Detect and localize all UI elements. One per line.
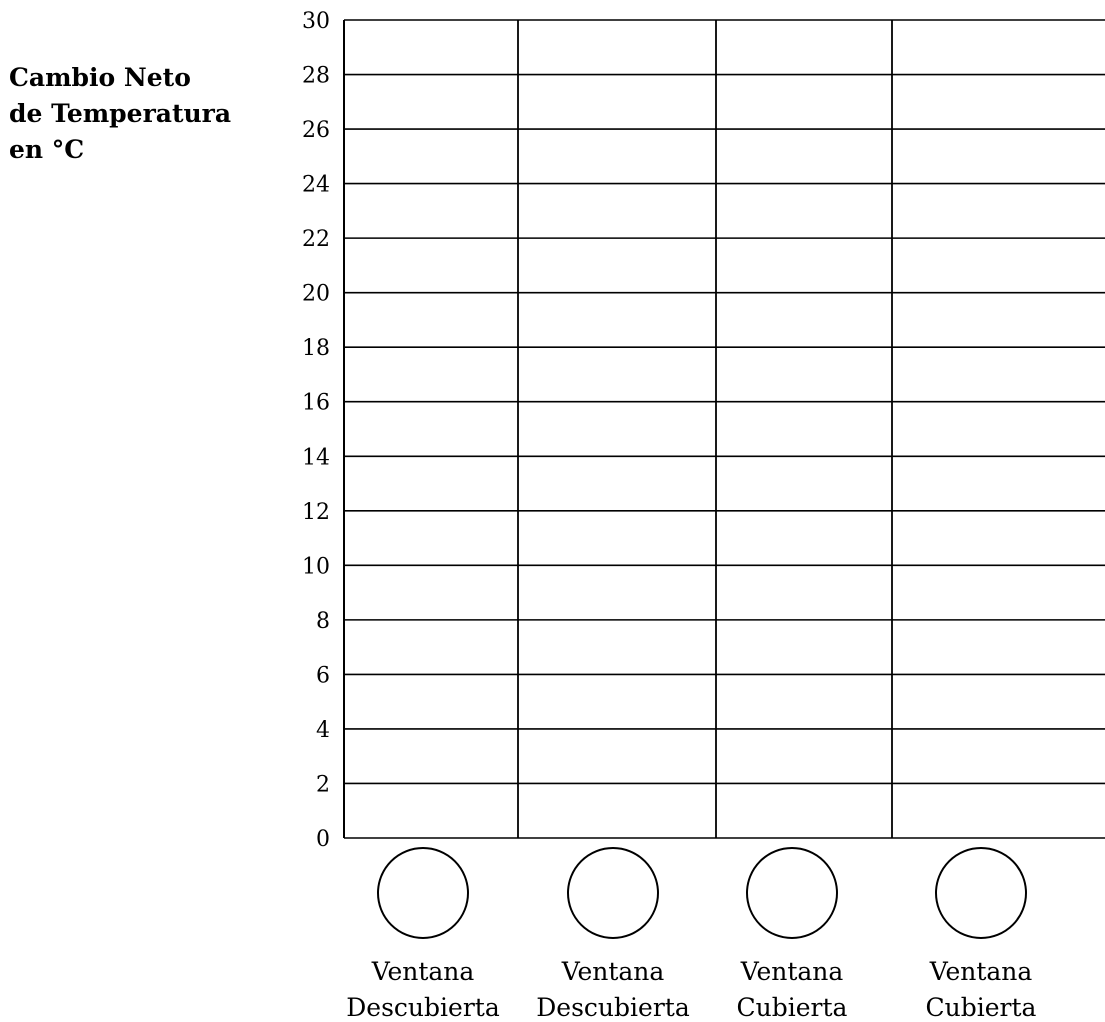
y-tick-label: 2 <box>316 772 330 797</box>
category-circle <box>746 847 838 939</box>
category-label: Ventana <box>371 957 475 986</box>
category-circle <box>567 847 659 939</box>
category-label: Ventana <box>740 957 844 986</box>
category-label: Cubierta <box>737 993 848 1022</box>
y-tick-label: 20 <box>302 282 330 307</box>
category-circle <box>935 847 1027 939</box>
category-label: Cubierta <box>926 993 1037 1022</box>
y-tick-label: 10 <box>302 554 330 579</box>
y-axis-title-line: Cambio Neto <box>9 63 191 92</box>
category-label: Descubierta <box>346 993 500 1022</box>
y-axis-title-line: en °C <box>9 135 85 164</box>
y-tick-label: 18 <box>302 336 330 361</box>
y-tick-label: 24 <box>302 173 330 198</box>
category-label: Descubierta <box>536 993 690 1022</box>
y-tick-label: 6 <box>316 663 330 688</box>
category-label: Ventana <box>561 957 665 986</box>
category-circle <box>377 847 469 939</box>
y-tick-label: 4 <box>316 718 330 743</box>
category-label: Ventana <box>929 957 1033 986</box>
y-tick-label: 30 <box>302 9 330 34</box>
y-tick-label: 14 <box>302 445 330 470</box>
y-axis-title: Cambio Neto de Temperatura en °C <box>9 60 231 168</box>
y-tick-label: 0 <box>316 827 330 852</box>
y-axis-title-line: de Temperatura <box>9 99 232 128</box>
y-tick-label: 12 <box>302 500 330 525</box>
y-tick-label: 8 <box>316 609 330 634</box>
y-tick-label: 16 <box>302 391 330 416</box>
y-tick-label: 28 <box>302 64 330 89</box>
y-tick-label: 26 <box>302 118 330 143</box>
y-tick-label: 22 <box>302 227 330 252</box>
